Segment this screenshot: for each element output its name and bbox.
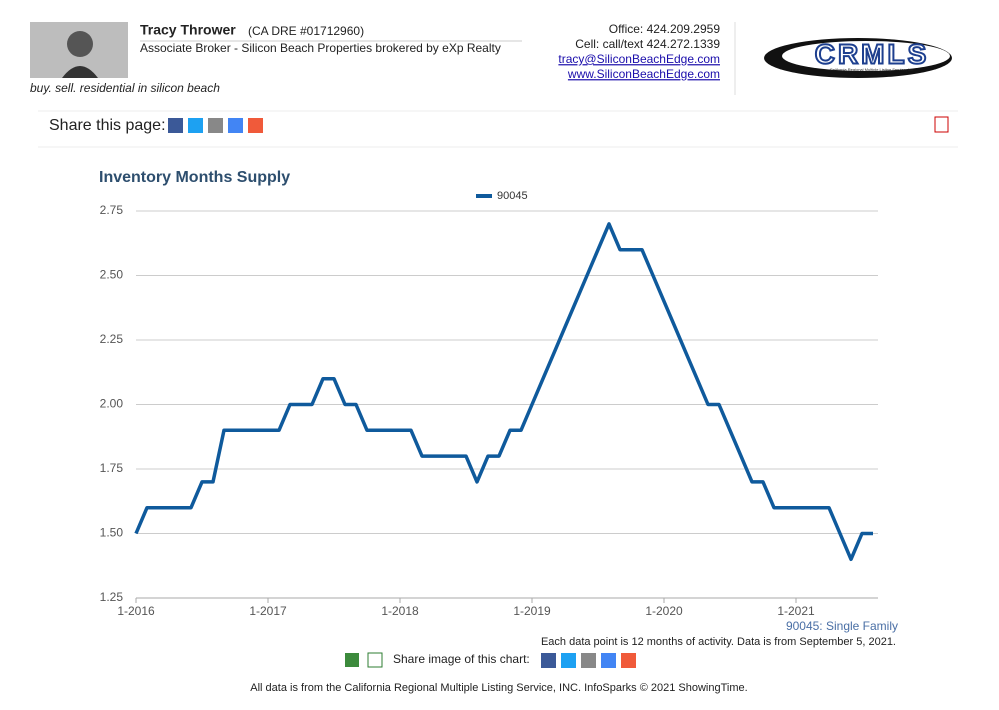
chart-note: Each data point is 12 months of activity… bbox=[541, 636, 896, 648]
email-link[interactable]: tracy@SiliconBeachEdge.com bbox=[558, 52, 720, 66]
share-image-label: Share image of this chart: bbox=[393, 652, 530, 666]
photo-body bbox=[62, 66, 98, 78]
share-image-icons bbox=[541, 653, 636, 668]
line-series bbox=[134, 222, 873, 562]
website-link[interactable]: www.SiliconBeachEdge.com bbox=[567, 67, 720, 81]
y-tick-label: 1.75 bbox=[100, 461, 124, 475]
share-icons bbox=[168, 118, 263, 133]
share-label: Share this page: bbox=[49, 117, 166, 134]
logo: CRMLS bbox=[815, 38, 930, 69]
x-tick-label: 1-2021 bbox=[777, 604, 815, 618]
y-tick-label: 2.00 bbox=[100, 397, 124, 411]
agent-name: Tracy Thrower bbox=[140, 22, 236, 38]
y-tick-label: 1.25 bbox=[100, 590, 124, 604]
legend-label: 90045 bbox=[497, 190, 528, 202]
x-tick-label: 1-2018 bbox=[381, 604, 419, 618]
facebook-icon[interactable] bbox=[168, 118, 183, 133]
twitter-icon[interactable] bbox=[561, 653, 576, 668]
chart-subtitle: 90045: Single Family bbox=[786, 619, 898, 633]
x-tick-label: 1-2019 bbox=[513, 604, 551, 618]
more-icon[interactable] bbox=[248, 118, 263, 133]
more-icon[interactable] bbox=[621, 653, 636, 668]
excel-icon[interactable] bbox=[367, 652, 383, 668]
y-tick-label: 2.25 bbox=[100, 332, 124, 346]
x-tick-label: 1-2020 bbox=[645, 604, 683, 618]
license: (CA DRE #01712960) bbox=[248, 24, 364, 38]
x-tick-label: 1-2017 bbox=[249, 604, 287, 618]
photo-head bbox=[67, 31, 93, 57]
email-icon[interactable] bbox=[581, 653, 596, 668]
email-icon[interactable] bbox=[208, 118, 223, 133]
facebook-icon[interactable] bbox=[541, 653, 556, 668]
y-tick-label: 1.50 bbox=[100, 526, 124, 540]
share-icon[interactable] bbox=[345, 653, 359, 667]
logo-swoosh-inner bbox=[782, 41, 950, 71]
y-tick-label: 2.75 bbox=[100, 203, 124, 217]
tagline: buy. sell. residential in silicon beach bbox=[30, 81, 220, 95]
y-tick-label: 2.50 bbox=[100, 268, 124, 282]
role: Associate Broker - Silicon Beach Propert… bbox=[140, 41, 501, 55]
x-tick-label: 1-2016 bbox=[117, 604, 155, 618]
pdf-icon[interactable] bbox=[934, 116, 949, 133]
google-icon[interactable] bbox=[601, 653, 616, 668]
footer: All data is from the California Regional… bbox=[250, 682, 747, 694]
office-phone: Office: 424.209.2959 bbox=[609, 22, 721, 36]
google-icon[interactable] bbox=[228, 118, 243, 133]
logo-tagline: California Regional Multiple Listing Ser… bbox=[830, 67, 914, 72]
chart-title: Inventory Months Supply bbox=[99, 169, 290, 186]
twitter-icon[interactable] bbox=[188, 118, 203, 133]
cell-phone: Cell: call/text 424.272.1339 bbox=[575, 37, 720, 51]
